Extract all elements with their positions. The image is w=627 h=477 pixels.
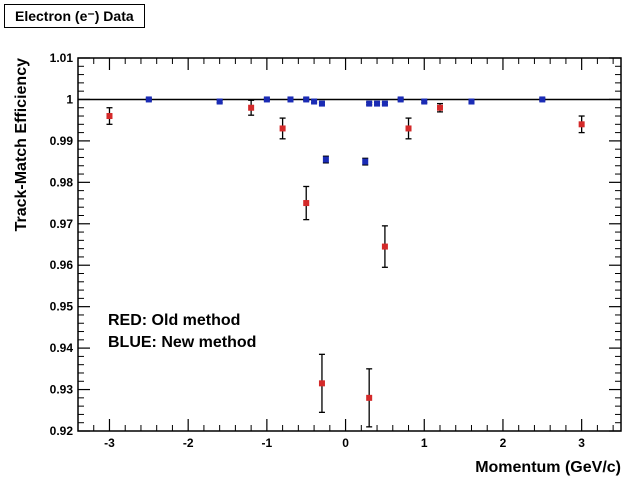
data-point-blue xyxy=(539,96,546,103)
data-point-red xyxy=(381,243,388,250)
x-tick-label: 3 xyxy=(578,436,585,450)
data-point-blue xyxy=(145,96,152,103)
data-point-blue xyxy=(311,98,318,105)
y-tick-label: 0.98 xyxy=(50,175,74,189)
data-point-red xyxy=(303,200,310,207)
x-axis-label: Momentum (GeV/c) xyxy=(475,459,621,476)
y-axis-label: Track-Match Efficiency xyxy=(13,58,30,232)
data-point-red xyxy=(318,380,325,387)
data-point-blue xyxy=(468,98,475,105)
data-point-blue xyxy=(381,100,388,107)
data-point-blue xyxy=(287,96,294,103)
x-tick-label: -1 xyxy=(262,436,273,450)
y-tick-label: 0.99 xyxy=(50,134,74,148)
data-point-blue xyxy=(318,100,325,107)
data-point-blue xyxy=(362,158,369,165)
data-point-red xyxy=(578,121,585,128)
data-point-blue xyxy=(421,98,428,105)
data-point-red xyxy=(405,125,412,132)
plot-frame xyxy=(77,57,622,432)
y-tick-label: 0.92 xyxy=(50,424,74,438)
y-tick-label: 0.95 xyxy=(50,300,74,314)
chart-title: Electron (e⁻) Data xyxy=(4,4,145,28)
x-tick-label: 2 xyxy=(500,436,507,450)
x-tick-label: 0 xyxy=(342,436,349,450)
y-tick-label: 0.93 xyxy=(50,383,74,397)
data-point-blue xyxy=(374,100,381,107)
x-tick-label: 1 xyxy=(421,436,428,450)
data-point-blue xyxy=(263,96,270,103)
y-tick-label: 0.94 xyxy=(50,341,74,355)
y-tick-label: 1 xyxy=(66,92,73,106)
x-tick-label: -3 xyxy=(104,436,115,450)
data-point-blue xyxy=(303,96,310,103)
data-point-red xyxy=(106,113,113,120)
data-point-red xyxy=(248,104,255,111)
data-point-red xyxy=(366,394,373,401)
data-point-red xyxy=(279,125,286,132)
data-point-blue xyxy=(322,156,329,163)
y-tick-label: 1.01 xyxy=(50,51,74,65)
x-tick-label: -2 xyxy=(183,436,194,450)
y-tick-label: 0.96 xyxy=(50,258,74,272)
data-point-blue xyxy=(216,98,223,105)
annotation-old-method: RED: Old method xyxy=(108,312,240,329)
data-point-blue xyxy=(366,100,373,107)
annotation-new-method: BLUE: New method xyxy=(108,334,256,351)
data-point-blue xyxy=(397,96,404,103)
data-point-red xyxy=(437,104,443,111)
y-tick-label: 0.97 xyxy=(50,217,74,231)
